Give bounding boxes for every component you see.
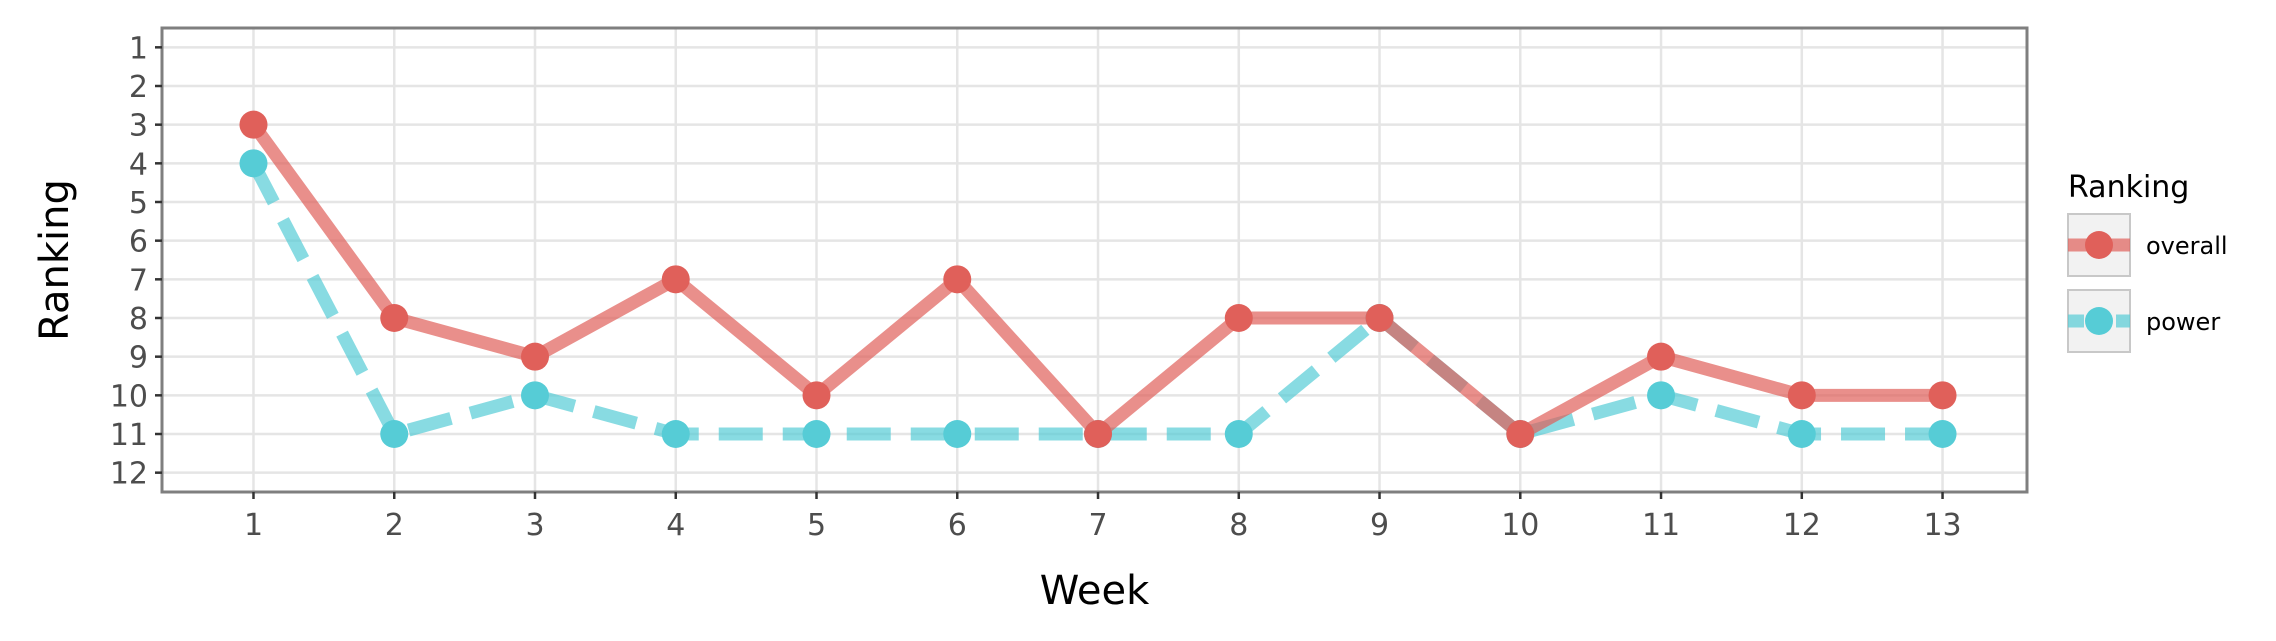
y-tick-label: 11 <box>110 418 148 453</box>
x-axis-ticks: 1 2 3 4 5 6 7 8 9 10 11 12 13 <box>244 492 1962 543</box>
y-tick-label: 8 <box>129 302 148 337</box>
x-tick-label: 4 <box>666 508 685 543</box>
plot-panel-border <box>160 26 2029 494</box>
data-point-overall <box>380 304 409 332</box>
y-tick-label: 2 <box>129 70 148 105</box>
data-point-overall <box>1928 381 1957 410</box>
legend-item-power: power <box>2067 289 2220 353</box>
data-point-overall <box>1787 381 1816 410</box>
x-axis-title: Week <box>1040 568 1150 614</box>
data-point-overall <box>239 110 268 139</box>
data-point-power <box>802 420 831 448</box>
data-point-power <box>1928 420 1957 448</box>
data-point-overall <box>661 265 690 294</box>
y-tick-label: 5 <box>129 186 148 221</box>
data-point-power <box>1647 381 1676 410</box>
data-point-overall <box>1647 342 1676 371</box>
data-point-power <box>1224 420 1253 448</box>
y-tick-label: 1 <box>129 31 148 66</box>
x-tick-label: 12 <box>1783 508 1821 543</box>
y-tick-label: 12 <box>110 457 148 492</box>
legend-item-overall: overall <box>2067 213 2228 277</box>
data-point-power <box>380 420 409 448</box>
x-tick-label: 2 <box>385 508 404 543</box>
legend-marker <box>2085 307 2113 335</box>
data-point-overall <box>1365 304 1394 332</box>
data-point-power <box>661 420 690 448</box>
data-point-overall <box>943 265 972 294</box>
x-tick-label: 7 <box>1088 508 1107 543</box>
y-tick-label: 3 <box>129 109 148 144</box>
data-point-power <box>521 381 549 410</box>
x-tick-label: 1 <box>244 508 263 543</box>
data-point-overall <box>802 381 831 410</box>
y-tick-label: 9 <box>129 341 148 376</box>
data-point-overall <box>521 342 549 371</box>
y-tick-label: 6 <box>129 225 148 260</box>
x-tick-label: 13 <box>1923 508 1961 543</box>
x-tick-label: 3 <box>525 508 544 543</box>
data-point-overall <box>1084 420 1113 448</box>
x-tick-label: 5 <box>807 508 826 543</box>
data-point-overall <box>1224 304 1253 332</box>
data-point-overall <box>1506 420 1535 448</box>
legend-marker <box>2085 231 2113 259</box>
legend-label: power <box>2146 308 2220 336</box>
y-axis-title: Ranking <box>32 179 78 341</box>
legend-label: overall <box>2146 232 2228 260</box>
y-tick-label: 10 <box>110 379 148 414</box>
legend-items: overall power <box>2067 213 2228 353</box>
legend: Ranking overall power <box>2067 170 2228 353</box>
y-tick-label: 7 <box>129 263 148 298</box>
y-tick-label: 4 <box>129 147 148 182</box>
legend-title: Ranking <box>2068 170 2189 205</box>
data-points <box>239 110 1957 448</box>
data-point-power <box>239 149 268 178</box>
data-point-power <box>1787 420 1816 448</box>
gridlines <box>162 28 2027 492</box>
x-tick-label: 9 <box>1370 508 1389 543</box>
x-tick-label: 11 <box>1642 508 1680 543</box>
x-tick-label: 6 <box>948 508 967 543</box>
x-tick-label: 10 <box>1501 508 1539 543</box>
x-tick-label: 8 <box>1229 508 1248 543</box>
data-point-power <box>943 420 972 448</box>
